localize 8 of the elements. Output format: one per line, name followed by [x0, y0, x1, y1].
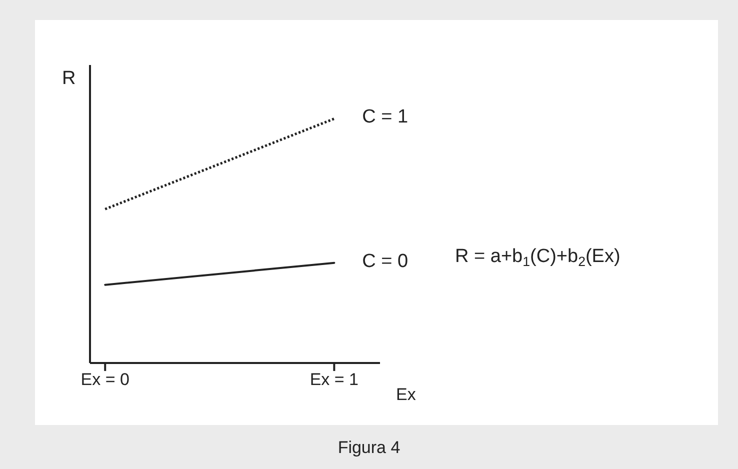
- series-label: C = 1: [362, 106, 408, 128]
- text: R = a+b$_{1}$(C)+b$_{2}$(Ex): [455, 246, 620, 269]
- y-axis-title: R: [62, 68, 76, 89]
- text: Figura 4: [338, 438, 400, 457]
- series-label: C = 0: [362, 250, 408, 272]
- x-axis-title: Ex: [396, 385, 416, 404]
- x-tick-label: Ex = 1: [310, 370, 359, 390]
- x-tick-label: Ex = 0: [80, 370, 130, 390]
